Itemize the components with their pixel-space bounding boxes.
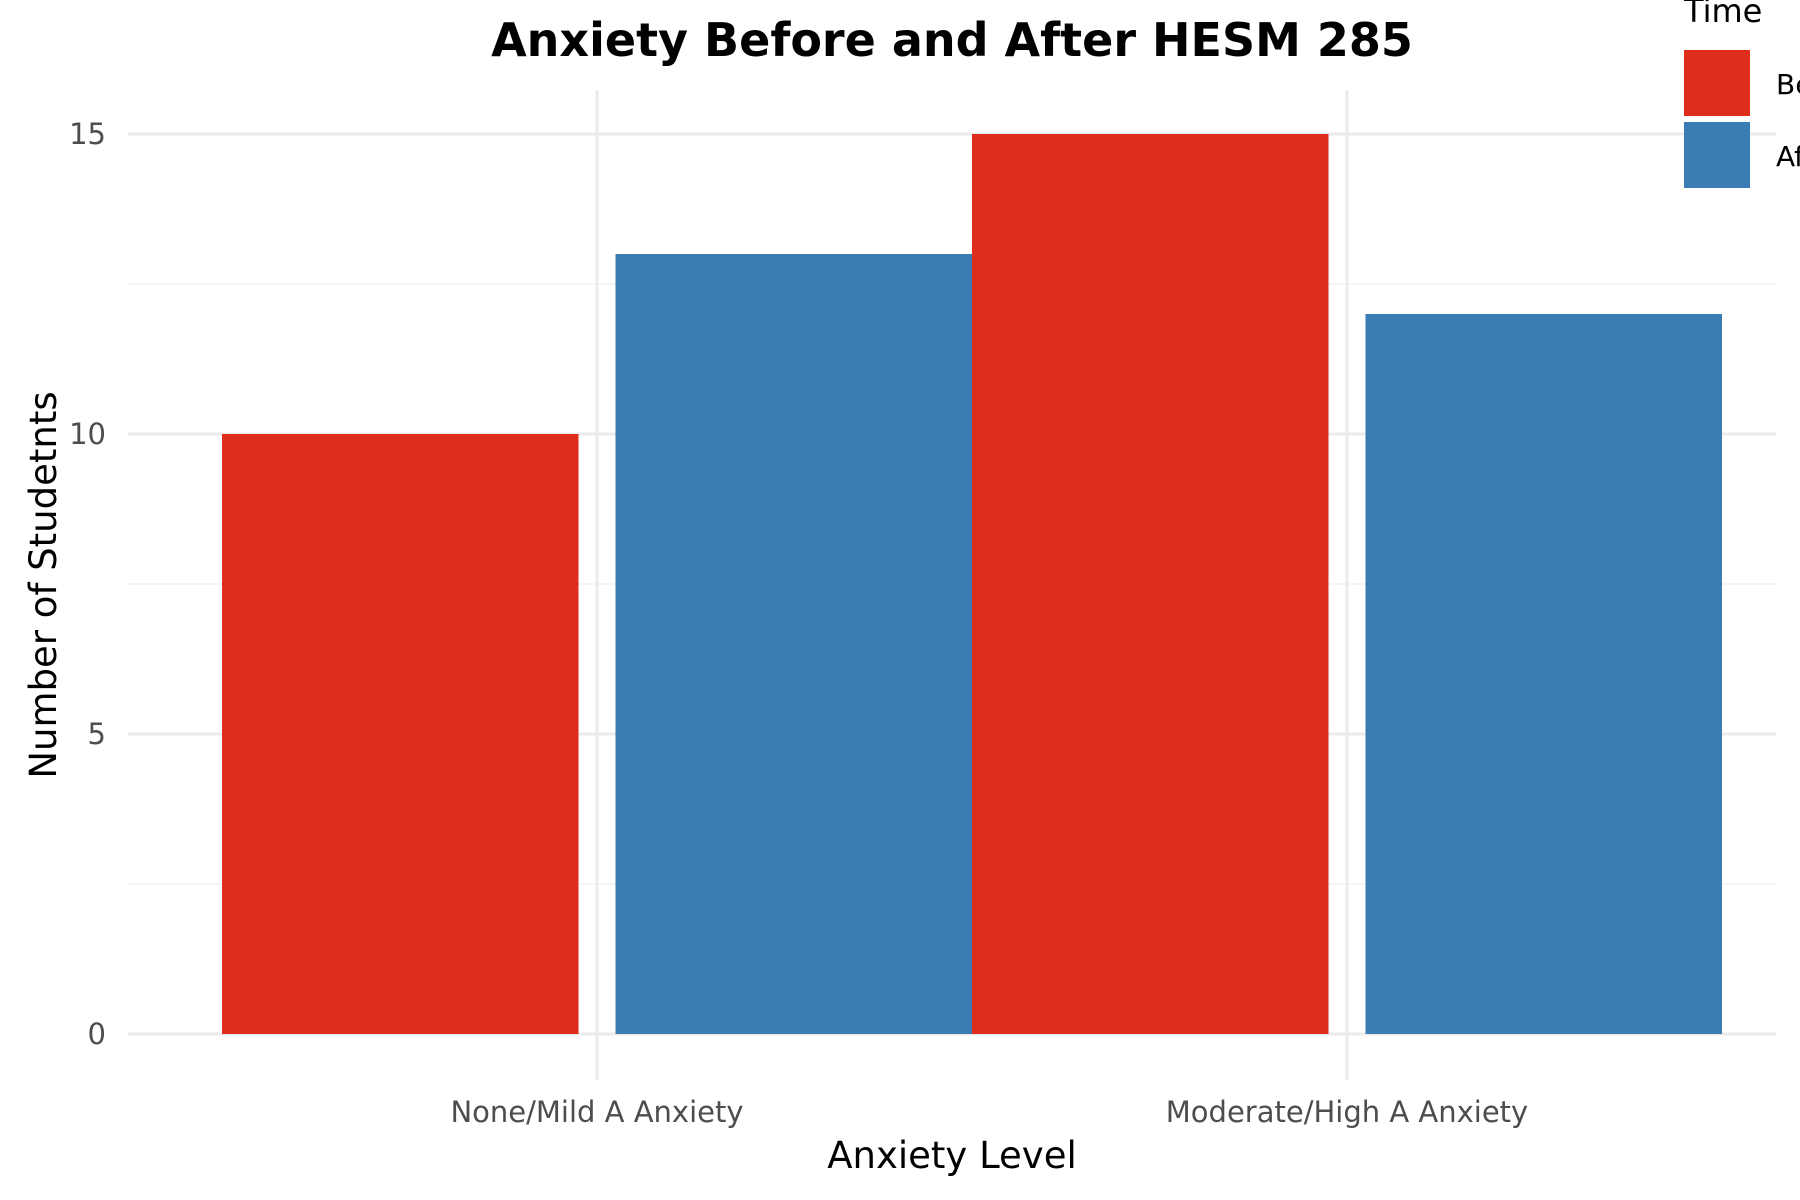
bar-after-1 bbox=[615, 254, 972, 1034]
x-axis-title: Anxiety Level bbox=[827, 1134, 1077, 1177]
x-tick-label: None/Mild A Anxiety bbox=[450, 1095, 743, 1129]
legend-title: Time bbox=[1683, 0, 1762, 30]
y-tick-label: 10 bbox=[69, 417, 106, 451]
x-axis-ticks: None/Mild A Anxiety Moderate/High A Anxie… bbox=[450, 1095, 1528, 1129]
x-tick-label: Moderate/High A Anxiety bbox=[1166, 1095, 1528, 1129]
bar-after-2 bbox=[1365, 314, 1722, 1034]
legend-label-after: After bbox=[1776, 140, 1800, 173]
chart-title: Anxiety Before and After HESM 285 bbox=[491, 13, 1413, 67]
y-axis-ticks: 0 5 10 15 bbox=[69, 117, 106, 1051]
legend-key-before bbox=[1684, 50, 1750, 116]
bar-before-1 bbox=[222, 434, 579, 1034]
bars bbox=[222, 134, 1722, 1034]
y-tick-label: 0 bbox=[88, 1017, 106, 1051]
bar-before-2 bbox=[972, 134, 1329, 1034]
legend-label-before: Before bbox=[1776, 68, 1800, 101]
y-axis-title: Number of Studetnts bbox=[22, 391, 65, 778]
y-tick-label: 15 bbox=[69, 117, 106, 151]
y-tick-label: 5 bbox=[88, 717, 106, 751]
legend: Time Before After bbox=[1683, 0, 1800, 188]
legend-key-after bbox=[1684, 122, 1750, 188]
